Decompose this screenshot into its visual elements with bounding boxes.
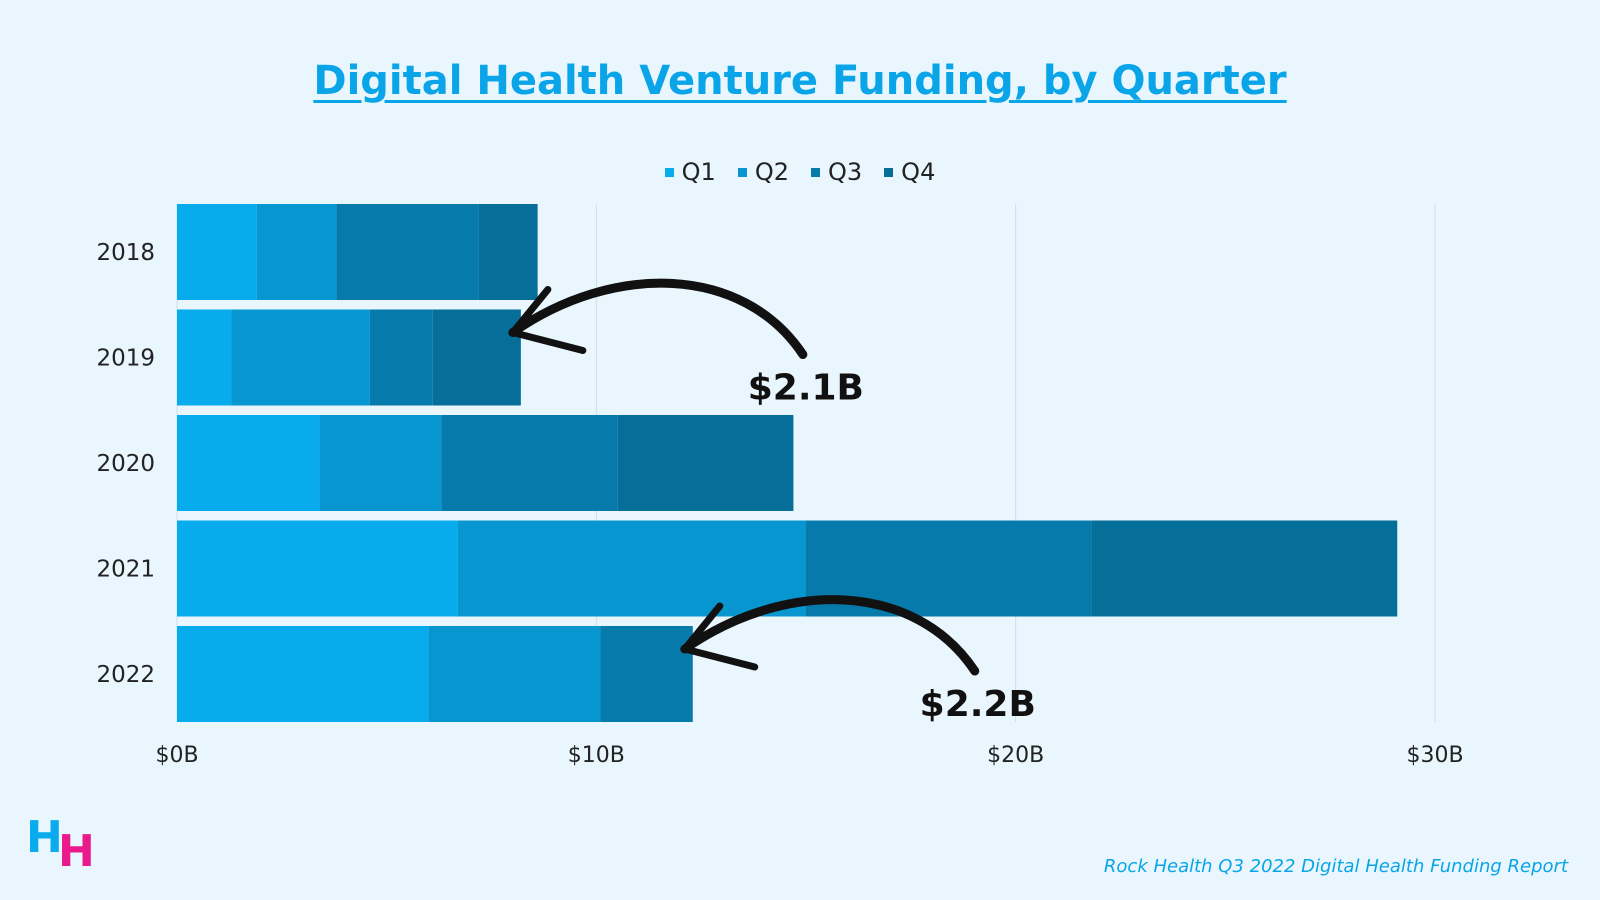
legend: Q1 Q2 Q3 Q4: [0, 158, 1600, 186]
y-tick-label: 2019: [96, 346, 155, 372]
legend-swatch: [664, 167, 674, 177]
legend-item-q2: Q2: [737, 158, 789, 186]
bar-2022-q2: [428, 626, 601, 722]
bar-2019-q4: [432, 309, 521, 406]
bar-2020-q2: [319, 415, 442, 511]
legend-swatch: [737, 167, 747, 177]
y-tick-label: 2018: [96, 240, 155, 266]
legend-swatch: [811, 167, 820, 177]
bar-2018-q3: [336, 204, 479, 300]
y-tick-label: 2021: [96, 557, 155, 583]
bar-2021-q4: [1091, 520, 1398, 617]
arrowhead: [681, 602, 759, 671]
y-tick-label: 2022: [96, 662, 155, 688]
arrowhead: [509, 286, 587, 354]
bar-2018-q1: [177, 204, 257, 300]
annotation-label: $2.1B: [748, 368, 864, 409]
legend-item-q4: Q4: [884, 158, 935, 186]
bar-2021-q1: [177, 520, 458, 617]
legend-label: Q3: [828, 158, 863, 186]
chart-title: Digital Health Venture Funding, by Quart…: [313, 58, 1287, 104]
x-tick-label: $20B: [987, 743, 1044, 768]
legend-item-q1: Q1: [664, 158, 716, 186]
x-tick-label: $30B: [1406, 743, 1463, 768]
annotation-arrow: [680, 595, 980, 676]
legend-swatch: [884, 167, 894, 177]
annotation-label: $2.2B: [920, 684, 1036, 725]
bar-2018-q4: [478, 204, 538, 300]
bar-2019-q2: [231, 309, 370, 406]
bar-2020-q1: [177, 415, 320, 511]
bar-2019-q1: [177, 309, 232, 406]
y-tick-label: 2020: [96, 451, 155, 477]
legend-label: Q4: [901, 158, 936, 186]
bar-2019-q3: [369, 309, 433, 406]
source-note: Rock Health Q3 2022 Digital Health Fundi…: [1103, 856, 1568, 877]
x-tick-label: $0B: [155, 743, 198, 768]
bar-2022-q3: [600, 626, 693, 722]
bar-2022-q1: [177, 626, 429, 722]
legend-label: Q1: [681, 158, 716, 186]
bar-2018-q2: [256, 204, 337, 300]
x-tick-label: $10B: [568, 743, 625, 768]
legend-item-q3: Q3: [811, 158, 862, 186]
legend-label: Q2: [754, 158, 789, 186]
bar-2020-q3: [441, 415, 618, 511]
bar-2020-q4: [617, 415, 794, 511]
bar-2021-q2: [457, 520, 806, 617]
annotation-arrow: [508, 278, 808, 359]
